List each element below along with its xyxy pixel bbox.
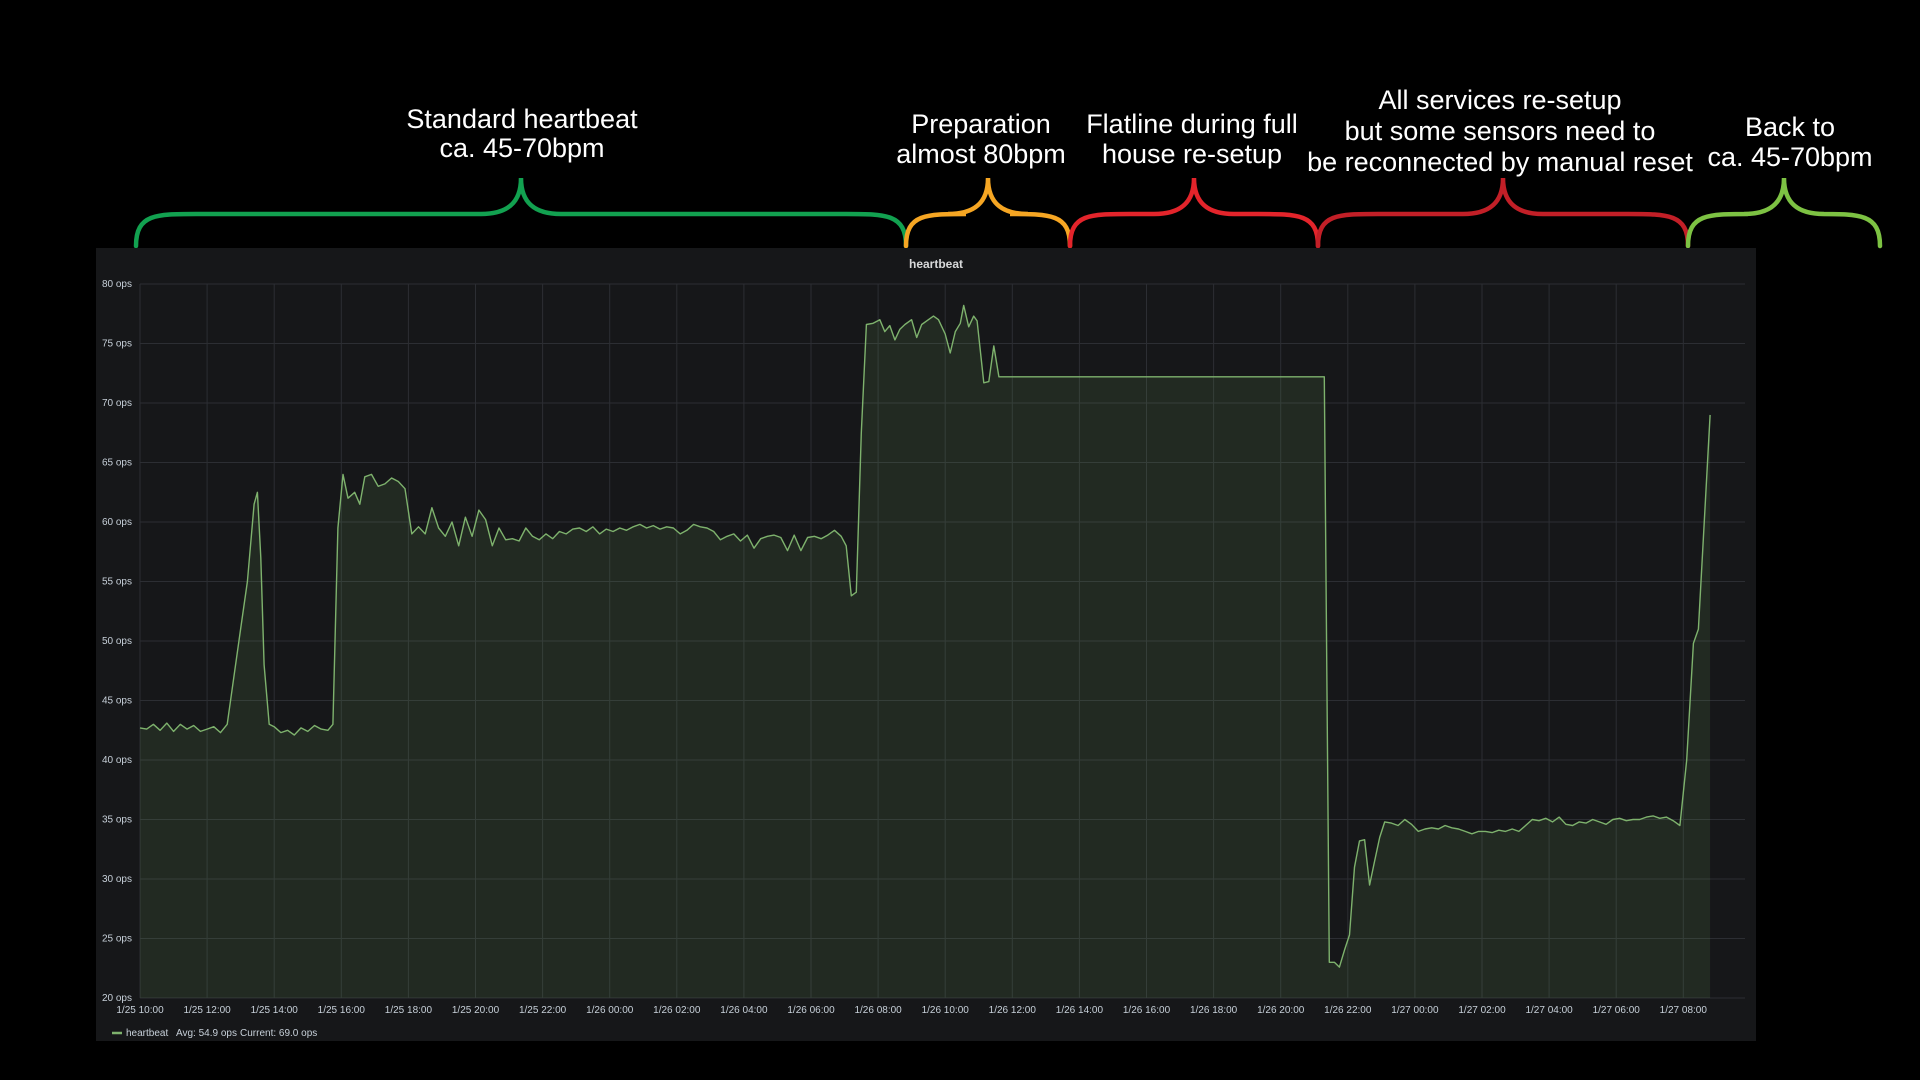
annotation-brace [1067, 177, 1321, 249]
y-tick-label: 65 ops [102, 458, 132, 469]
chart-legend[interactable]: heartbeat Avg: 54.9 ops Current: 69.0 op… [112, 1028, 317, 1039]
legend-series-name[interactable]: heartbeat [126, 1028, 168, 1039]
y-tick-label: 35 ops [102, 815, 132, 826]
annotation-brace [1685, 177, 1883, 249]
x-tick-label: 1/26 22:00 [1324, 1005, 1372, 1016]
x-tick-label: 1/25 10:00 [116, 1005, 164, 1016]
x-tick-label: 1/25 16:00 [318, 1005, 366, 1016]
chart-grid [139, 283, 1745, 999]
y-tick-label: 70 ops [102, 398, 132, 409]
legend-avg: Avg: 54.9 ops [176, 1028, 237, 1039]
x-tick-label: 1/27 06:00 [1593, 1005, 1641, 1016]
y-tick-label: 45 ops [102, 696, 132, 707]
annotation-brace [1315, 177, 1691, 249]
annotation-label: ca. 45-70bpm [439, 133, 604, 163]
x-tick-label: 1/25 12:00 [183, 1005, 231, 1016]
y-tick-label: 20 ops [102, 993, 132, 1004]
x-tick-label: 1/25 18:00 [385, 1005, 433, 1016]
annotation-brace [133, 177, 909, 249]
x-axis-ticks: 1/25 10:00 1/25 12:00 1/25 14:00 1/25 16:00… [116, 1005, 1707, 1016]
x-tick-label: 1/26 20:00 [1257, 1005, 1305, 1016]
x-tick-label: 1/26 08:00 [854, 1005, 902, 1016]
x-tick-label: 1/25 20:00 [452, 1005, 500, 1016]
y-tick-label: 55 ops [102, 577, 132, 588]
x-tick-label: 1/27 08:00 [1660, 1005, 1708, 1016]
annotation-label: almost 80bpm [896, 139, 1066, 169]
x-tick-label: 1/26 10:00 [922, 1005, 970, 1016]
annotation-label: Flatline during full [1086, 109, 1298, 139]
annotation-label: ca. 45-70bpm [1707, 142, 1872, 172]
annotation-label: Preparation [911, 109, 1051, 139]
annotation-label: Standard heartbeat [406, 104, 638, 134]
annotation-label: Back to [1745, 112, 1835, 142]
legend-current: Current: 69.0 ops [240, 1028, 317, 1039]
y-tick-label: 60 ops [102, 517, 132, 528]
x-tick-label: 1/27 00:00 [1391, 1005, 1439, 1016]
series-line-heartbeat[interactable] [139, 304, 1711, 968]
y-tick-label: 30 ops [102, 874, 132, 885]
x-tick-label: 1/26 06:00 [787, 1005, 835, 1016]
annotation-label: be reconnected by manual reset [1307, 147, 1693, 177]
x-tick-label: 1/25 14:00 [251, 1005, 299, 1016]
y-tick-label: 50 ops [102, 636, 132, 647]
x-tick-label: 1/26 02:00 [653, 1005, 701, 1016]
panel-background [96, 248, 1756, 1041]
annotation-label: All services re-setup [1378, 85, 1621, 115]
x-tick-label: 1/27 02:00 [1458, 1005, 1506, 1016]
x-tick-label: 1/26 12:00 [989, 1005, 1037, 1016]
x-tick-label: 1/27 04:00 [1525, 1005, 1573, 1016]
annotation-brace [903, 177, 1073, 249]
annotation-label: house re-setup [1102, 139, 1282, 169]
x-tick-label: 1/25 22:00 [519, 1005, 567, 1016]
x-tick-label: 1/26 16:00 [1123, 1005, 1171, 1016]
y-tick-label: 80 ops [102, 279, 132, 290]
y-tick-label: 25 ops [102, 934, 132, 945]
y-axis-ticks: 20 ops 25 ops 30 ops 35 ops 40 ops 45 ops 50 o… [102, 279, 132, 1004]
chart-title: heartbeat [909, 257, 963, 271]
x-tick-label: 1/26 04:00 [720, 1005, 768, 1016]
y-tick-label: 75 ops [102, 339, 132, 350]
x-tick-label: 1/26 18:00 [1190, 1005, 1238, 1016]
x-tick-label: 1/26 00:00 [586, 1005, 634, 1016]
y-tick-label: 40 ops [102, 755, 132, 766]
x-tick-label: 1/26 14:00 [1056, 1005, 1104, 1016]
chart-panel: heartbeat 20 ops 25 ops 30 ops 35 ops 40 ops… [96, 248, 1756, 1041]
series-area-heartbeat [140, 305, 1711, 998]
series-layer [139, 304, 1711, 998]
annotation-label: but some sensors need to [1345, 116, 1656, 146]
